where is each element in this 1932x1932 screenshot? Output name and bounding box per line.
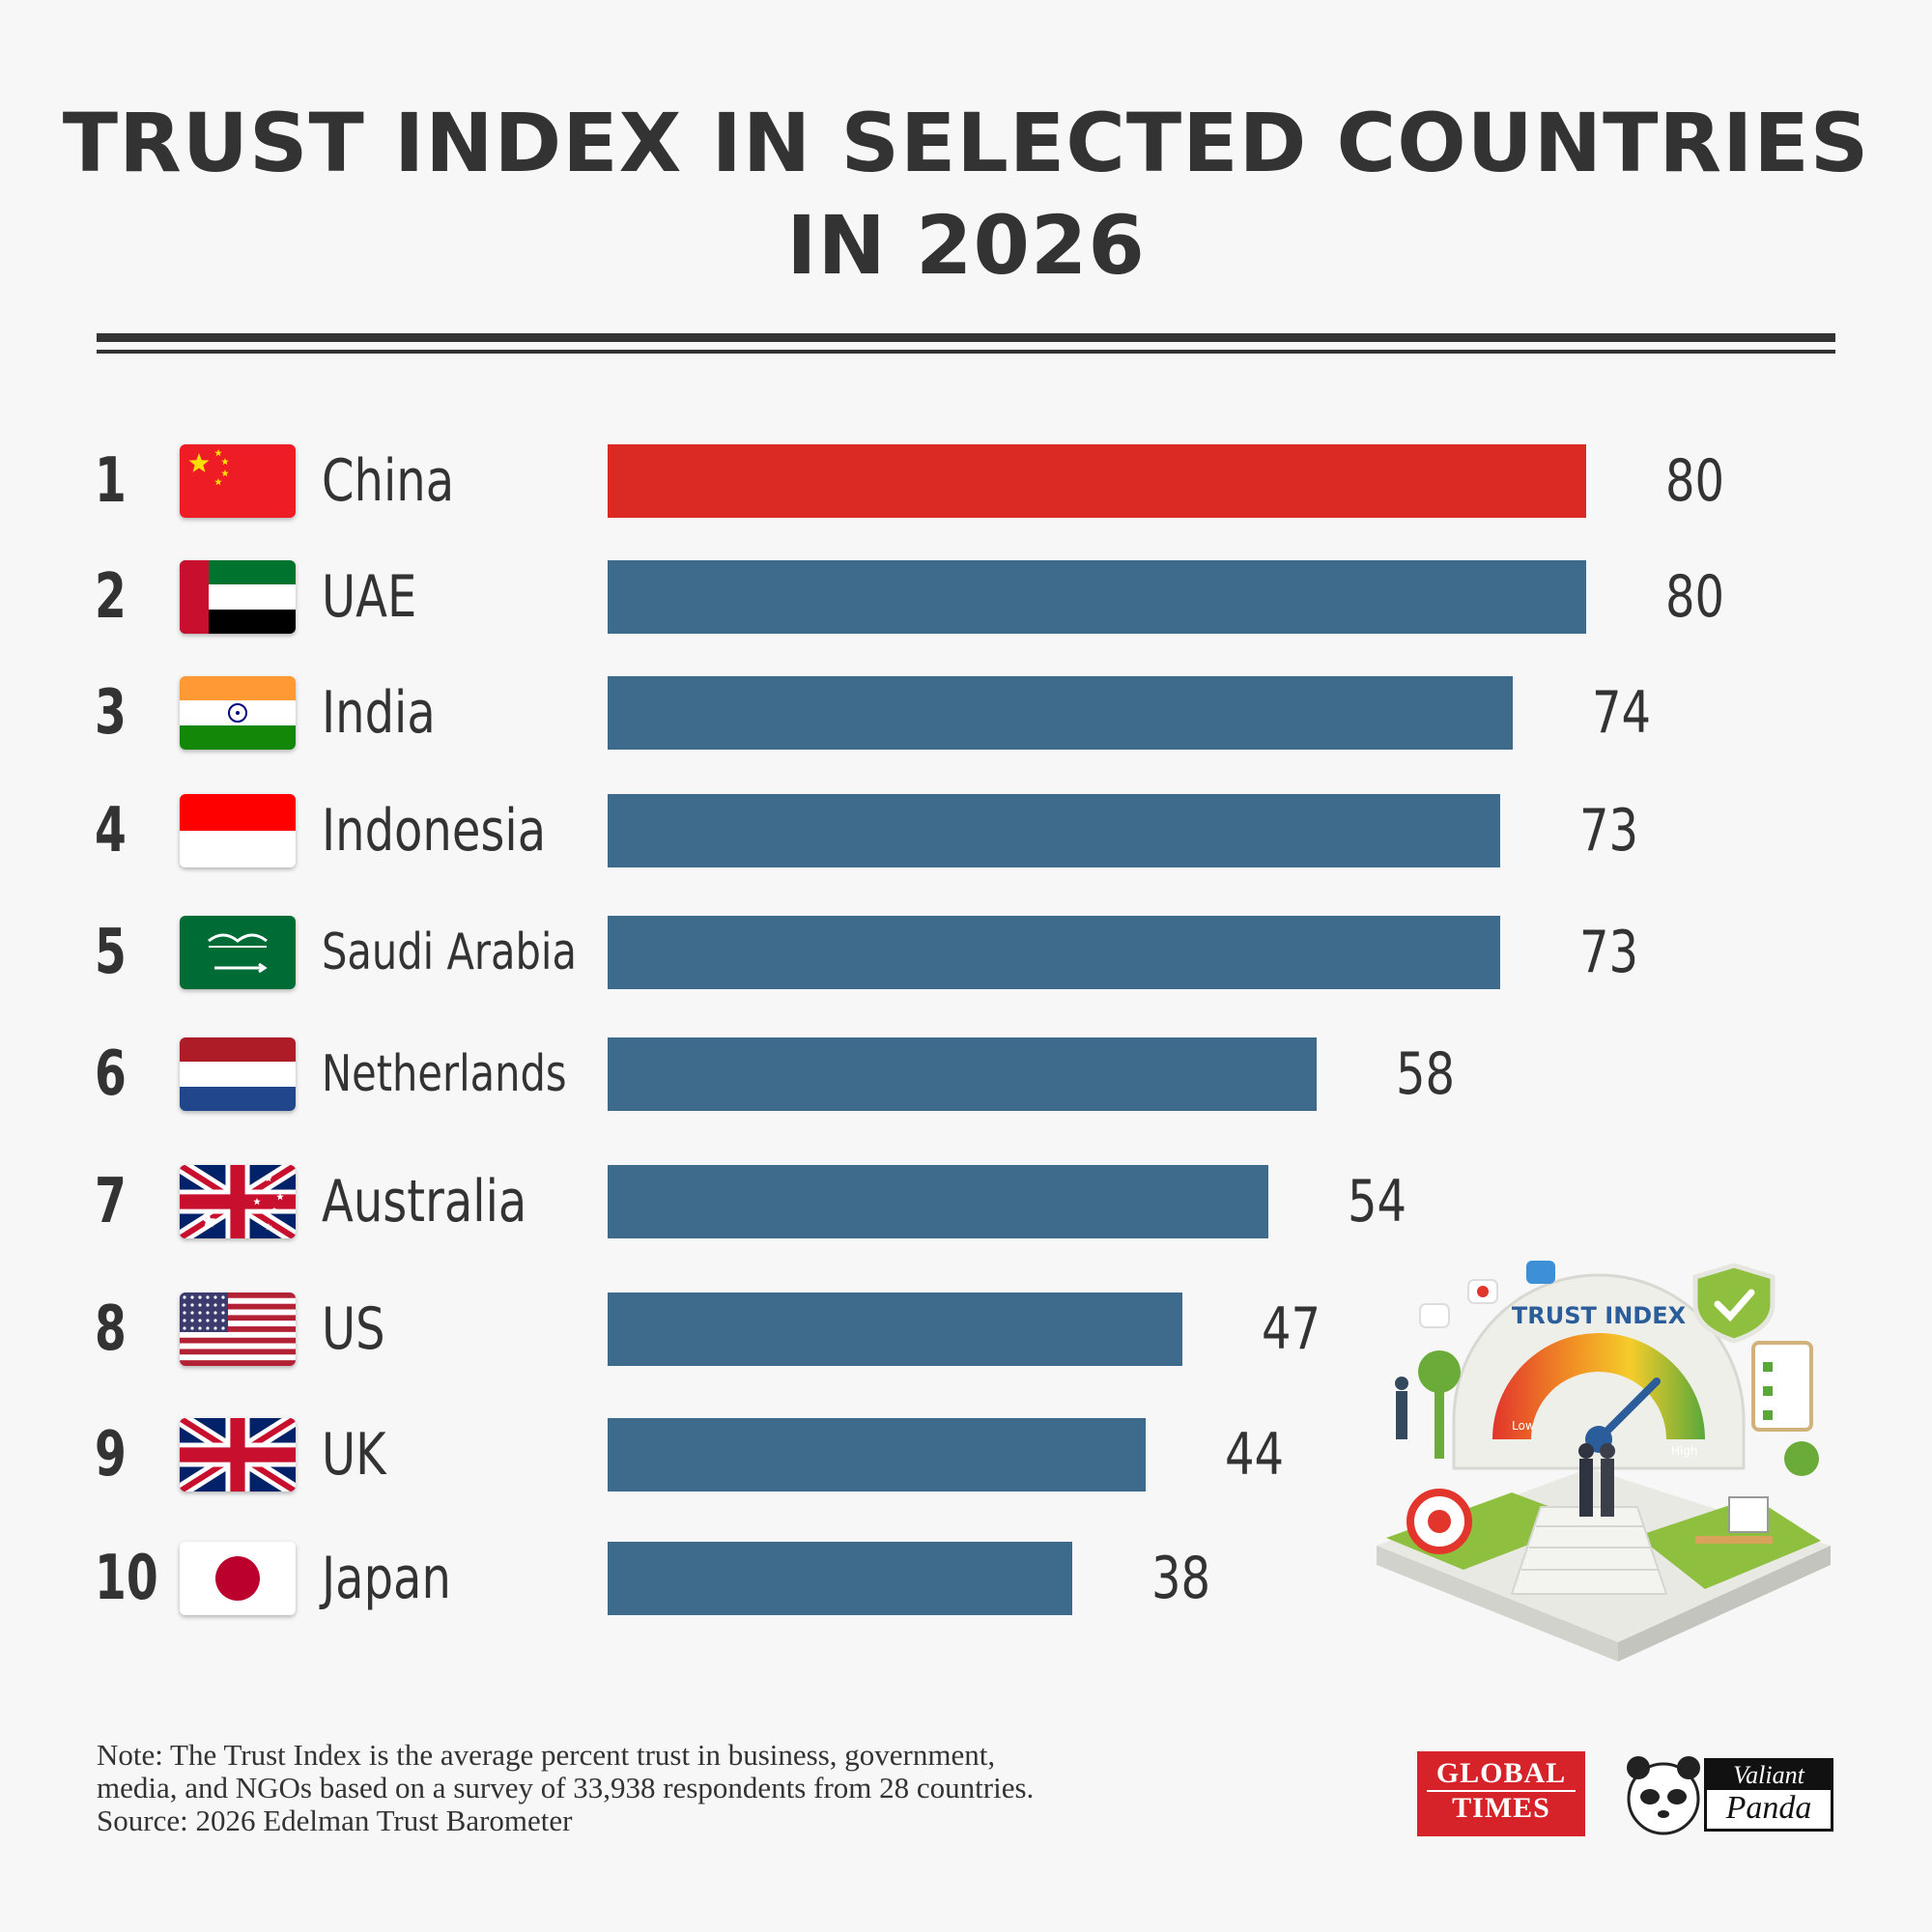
data-label: 73 <box>1579 919 1639 986</box>
bar-row-india: 3 India 74 <box>0 676 1932 750</box>
rank-label: 8 <box>95 1293 127 1365</box>
rank-label: 4 <box>95 795 127 867</box>
category-label: Indonesia <box>322 797 547 865</box>
bar-row-indonesia: 4 Indonesia 73 <box>0 794 1932 867</box>
category-label: UK <box>322 1421 386 1489</box>
chart-note: Note: The Trust Index is the average per… <box>97 1739 1333 1837</box>
bar-row-uae: 2 UAE 80 <box>0 560 1932 634</box>
flag-uk-icon <box>180 1418 296 1492</box>
flag-australia-icon <box>180 1165 296 1238</box>
gauge-high-label: High <box>1671 1444 1698 1458</box>
category-label: Australia <box>322 1168 527 1236</box>
bar-indonesia <box>608 794 1501 867</box>
valiant-panda-logo: Valiant Panda <box>1619 1750 1833 1839</box>
data-label: 73 <box>1579 797 1639 865</box>
flag-us-icon <box>180 1293 296 1366</box>
category-label: UAE <box>322 563 417 631</box>
global-times-logo: GLOBAL TIMES <box>1417 1751 1585 1836</box>
rank-label: 3 <box>95 677 127 749</box>
title-divider-thick <box>97 333 1835 342</box>
rank-label: 6 <box>95 1038 127 1110</box>
bar-india <box>608 676 1513 750</box>
rank-label: 5 <box>95 917 127 988</box>
data-label: 80 <box>1665 447 1725 515</box>
flag-uae-icon <box>180 560 296 634</box>
bar-us <box>608 1293 1183 1366</box>
note-line-1: Note: The Trust Index is the average per… <box>97 1738 996 1772</box>
bar-uae <box>608 560 1586 634</box>
bar-saudi-arabia <box>608 916 1501 989</box>
data-label: 58 <box>1396 1040 1456 1108</box>
rank-label: 1 <box>95 445 127 517</box>
rank-label: 9 <box>95 1419 127 1491</box>
flag-japan-icon <box>180 1542 296 1615</box>
panda-icon <box>1627 1756 1700 1835</box>
data-label: 47 <box>1262 1295 1321 1363</box>
category-label: China <box>322 447 455 515</box>
data-label: 44 <box>1225 1421 1285 1489</box>
flag-india-icon <box>180 676 296 750</box>
bar-japan <box>608 1542 1073 1615</box>
rank-label: 10 <box>95 1543 158 1614</box>
flag-indonesia-icon <box>180 794 296 867</box>
bar-row-china: 1 China 80 <box>0 444 1932 518</box>
flag-netherlands-icon <box>180 1037 296 1111</box>
flag-china-icon <box>180 444 296 518</box>
rank-label: 2 <box>95 561 127 633</box>
trust-index-illustration: TRUST INDEX Low High <box>1377 1261 1831 1662</box>
bar-row-saudi-arabia: 5 Saudi Arabia 73 <box>0 916 1932 989</box>
category-label: Netherlands <box>322 1045 567 1103</box>
bar-row-us: 8 US 47 <box>0 1293 1932 1366</box>
category-label: Saudi Arabia <box>322 923 577 981</box>
bar-row-uk: 9 UK 44 <box>0 1418 1932 1492</box>
note-line-2: media, and NGOs based on a survey of 33,… <box>97 1771 1035 1804</box>
bar-row-netherlands: 6 Netherlands 58 <box>0 1037 1932 1111</box>
chart-title: TRUST INDEX IN SELECTED COUNTRIES IN 202… <box>62 96 1870 293</box>
data-label: 38 <box>1151 1545 1211 1612</box>
source-line: Source: 2026 Edelman Trust Barometer <box>97 1804 573 1837</box>
data-label: 80 <box>1665 563 1725 631</box>
gauge-title: TRUST INDEX <box>1512 1302 1687 1329</box>
title-divider-thin <box>97 350 1835 354</box>
flag-saudi-arabia-icon <box>180 916 296 989</box>
category-label: US <box>322 1295 385 1363</box>
category-label: Japan <box>322 1545 451 1612</box>
data-label: 54 <box>1347 1168 1406 1236</box>
bar-china <box>608 444 1586 518</box>
rank-label: 7 <box>95 1166 127 1237</box>
data-label: 74 <box>1592 679 1652 747</box>
gauge-low-label: Low <box>1512 1419 1535 1433</box>
category-label: India <box>322 679 436 747</box>
bar-row-australia: 7 Australia 54 <box>0 1165 1932 1238</box>
bar-uk <box>608 1418 1147 1492</box>
bar-row-japan: 10 Japan 38 <box>0 1542 1932 1615</box>
bar-australia <box>608 1165 1268 1238</box>
bar-netherlands <box>608 1037 1318 1111</box>
